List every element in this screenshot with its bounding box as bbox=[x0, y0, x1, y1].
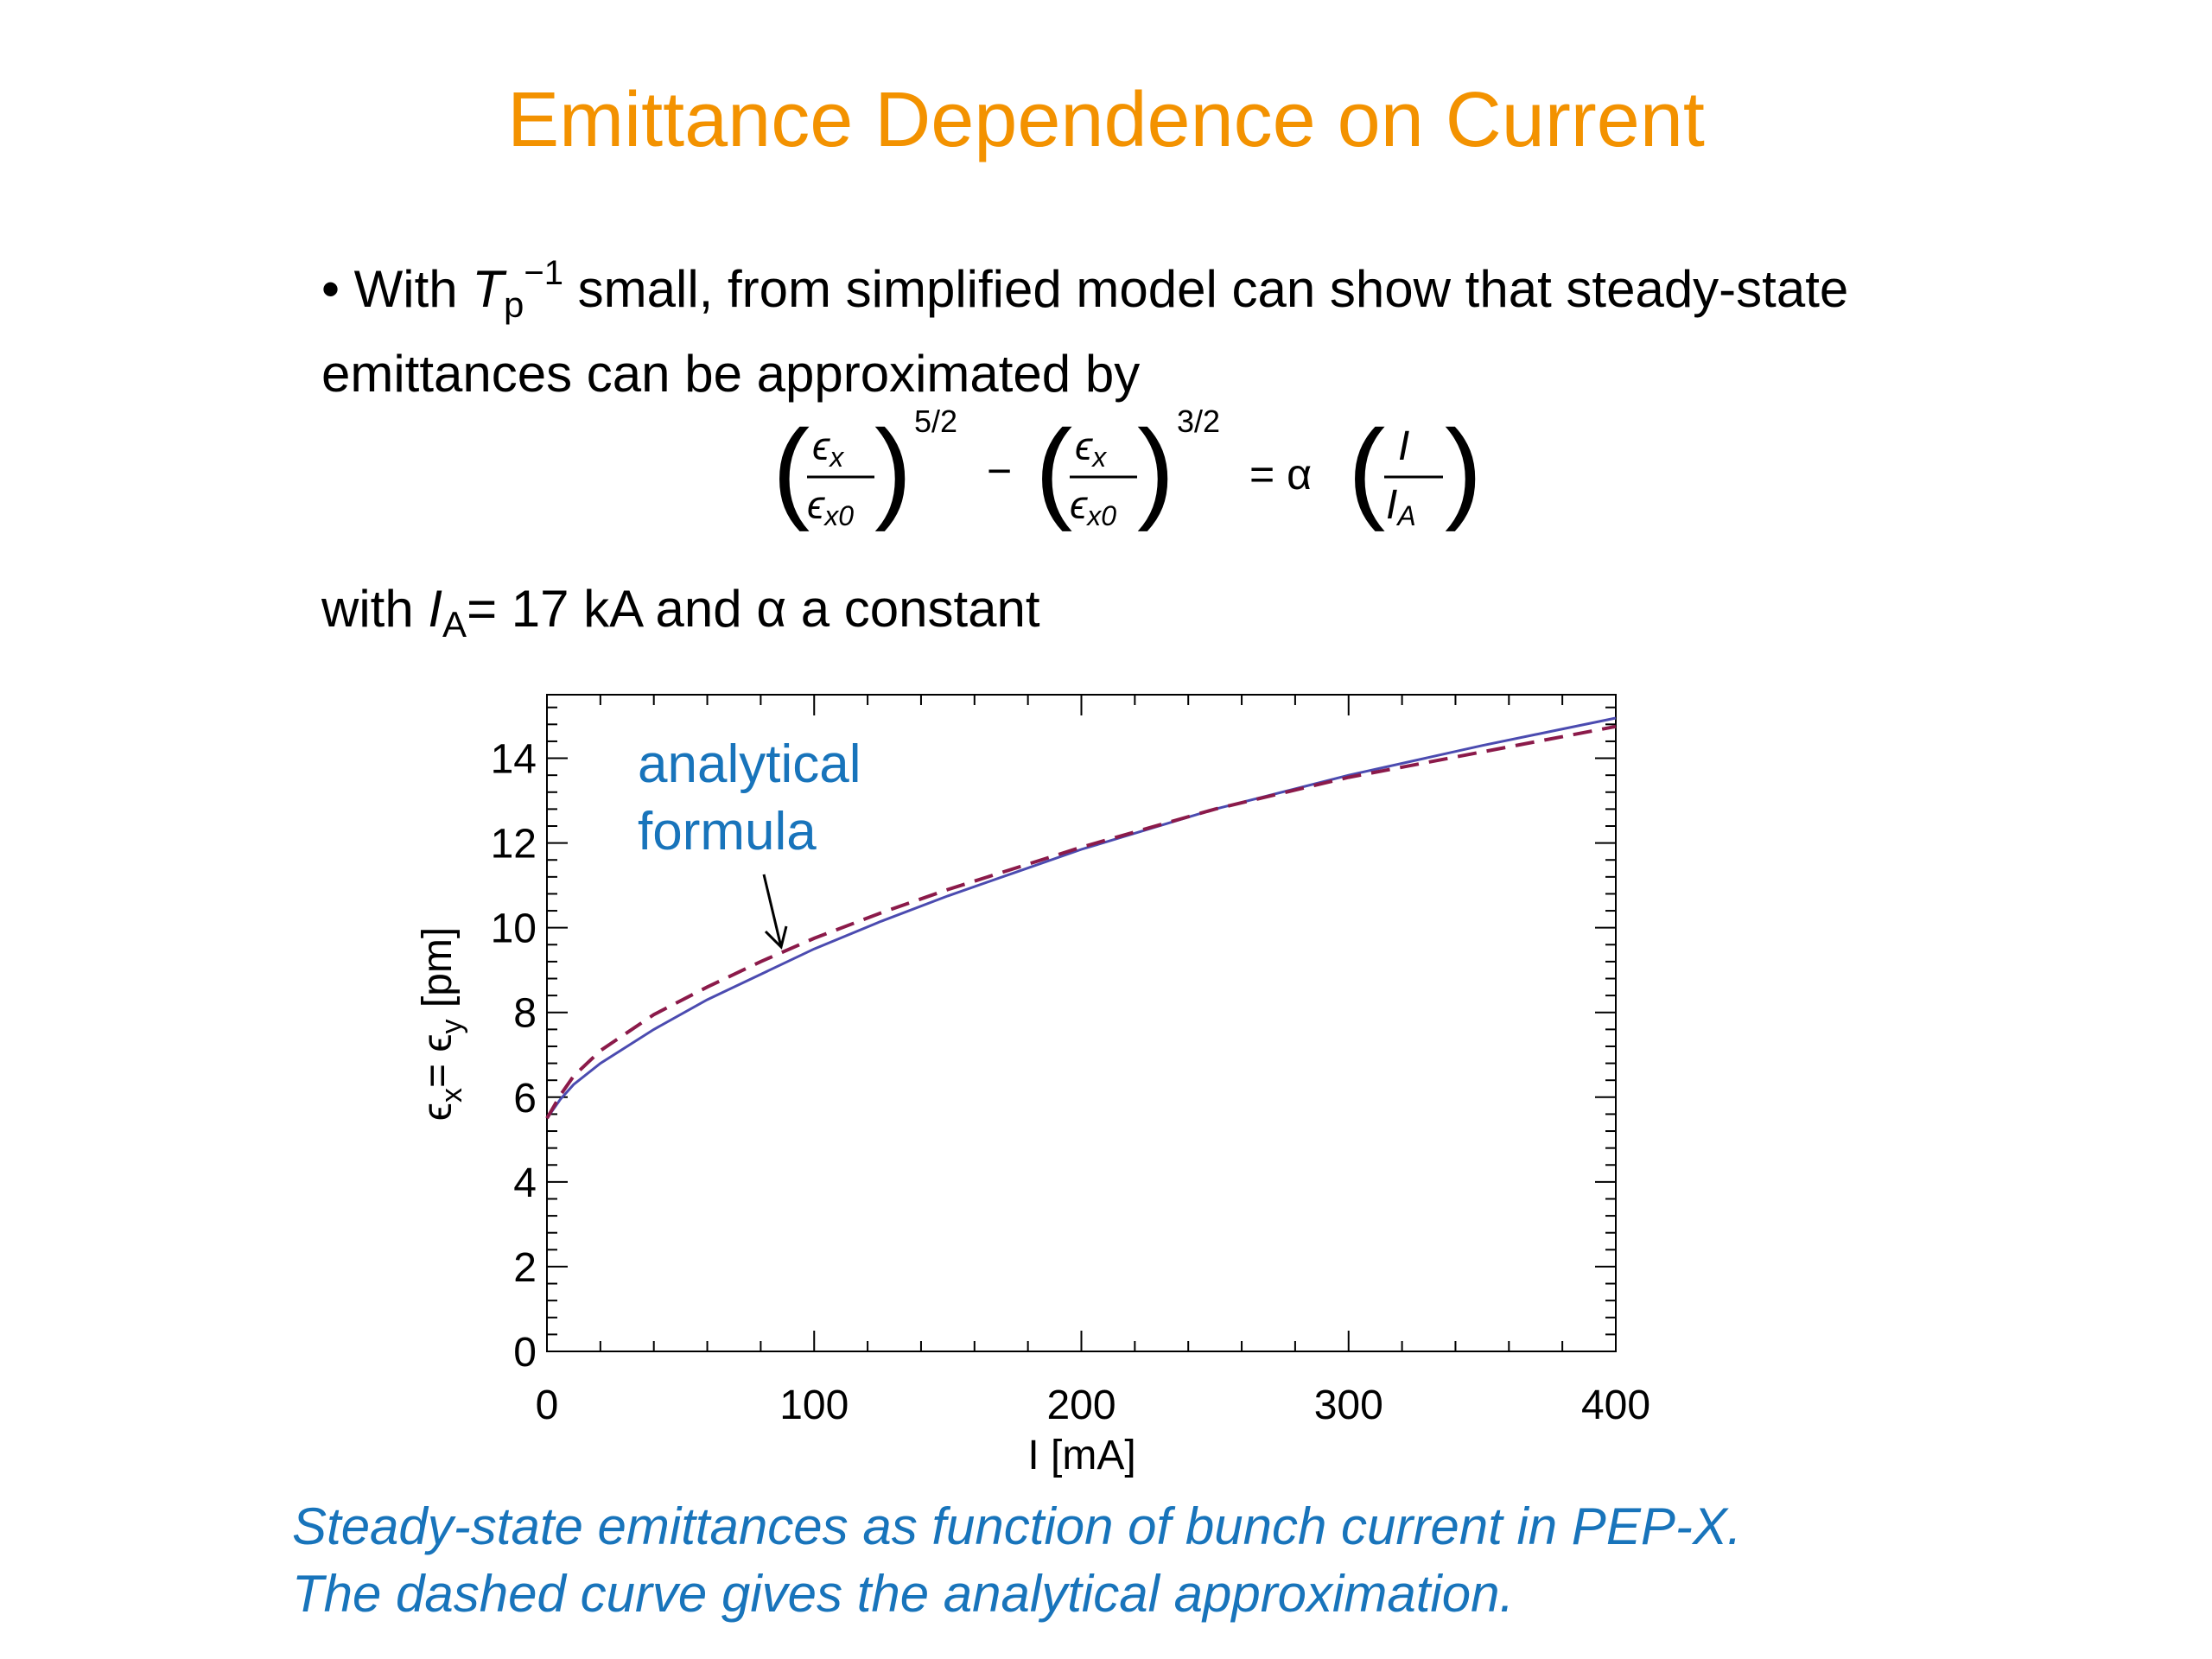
with-line: with IA= 17 kA and α a constant bbox=[321, 575, 1040, 659]
eq-lparen-2: ( bbox=[1035, 406, 1072, 532]
solid-series-line bbox=[545, 716, 1617, 1120]
y-tick-label: 12 bbox=[491, 822, 537, 868]
y-axis-label: ϵx= ϵy [pm] bbox=[415, 927, 468, 1121]
x-tick-label: 400 bbox=[1581, 1382, 1650, 1428]
x-tick-label: 0 bbox=[536, 1382, 559, 1428]
axis-ticks bbox=[546, 695, 1617, 1352]
bullet-body: small, from simplified model can show th… bbox=[321, 260, 1849, 403]
annotation-line-1: analytical bbox=[638, 734, 861, 794]
y-tick-label: 4 bbox=[513, 1160, 537, 1206]
y-tick-label: 8 bbox=[513, 991, 537, 1037]
eq-num2-sub: x bbox=[1090, 442, 1107, 473]
eq-den1-sub: x0 bbox=[823, 500, 854, 531]
with-prefix: with bbox=[321, 580, 429, 638]
eq-den2-sub: x0 bbox=[1085, 500, 1116, 531]
eq-rparen-1: ) bbox=[874, 406, 912, 532]
caption-line-1: Steady-state emittances as function of b… bbox=[292, 1497, 1742, 1555]
eq-rparen-3: ) bbox=[1445, 406, 1482, 532]
bullet-T: T bbox=[472, 260, 505, 318]
figure-caption: Steady-state emittances as function of b… bbox=[292, 1493, 2150, 1628]
with-suffix: = 17 kA and α a constant bbox=[467, 580, 1040, 638]
bullet-prefix: • With bbox=[321, 260, 473, 318]
annotation-line-2: formula bbox=[638, 802, 817, 861]
eq-num1-eps: ϵ bbox=[812, 423, 830, 468]
bullet-text: • With Tp−1 small, from simplified model… bbox=[321, 238, 2006, 409]
eq-den3-sub: A bbox=[1395, 500, 1415, 531]
y-tick-label: 14 bbox=[491, 737, 537, 783]
with-I-sub: A bbox=[442, 604, 467, 645]
eq-num2-eps: ϵ bbox=[1075, 423, 1093, 468]
svg-text:ϵx0: ϵx0 bbox=[1070, 482, 1116, 531]
with-I: I bbox=[428, 580, 443, 638]
annotation-arrow bbox=[762, 874, 788, 950]
caption-line-2: The dashed curve gives the analytical ap… bbox=[292, 1565, 1515, 1623]
svg-text:ϵx: ϵx bbox=[1075, 423, 1107, 473]
eq-den3-I: I bbox=[1386, 482, 1397, 528]
equation: ( ϵx ϵx0 ) 5/2 − ( ϵx ϵx0 ) 3/2 = α ( I … bbox=[772, 406, 1482, 532]
x-tick-label: 100 bbox=[779, 1382, 849, 1428]
bullet-T-sub: p bbox=[504, 284, 524, 325]
y-tick-label: 10 bbox=[491, 906, 537, 952]
y-tick-label: 0 bbox=[513, 1330, 537, 1376]
y-tick-label: 6 bbox=[513, 1076, 537, 1122]
x-tick-label: 300 bbox=[1314, 1382, 1383, 1428]
eq-rparen-2: ) bbox=[1137, 406, 1174, 532]
eq-num1-sub: x bbox=[828, 442, 844, 473]
svg-text:ϵx0: ϵx0 bbox=[807, 482, 854, 531]
eq-exp-2: 3/2 bbox=[1177, 406, 1220, 439]
svg-text:ϵx: ϵx bbox=[812, 423, 844, 473]
series-layer bbox=[545, 716, 1617, 1120]
x-axis-label: I [mA] bbox=[1027, 1433, 1135, 1478]
eq-minus: − bbox=[987, 447, 1012, 495]
eq-den1-eps: ϵ bbox=[807, 482, 825, 527]
dashed-series-line bbox=[545, 724, 1617, 1120]
tick-labels: 0 100 200 300 400 0 2 4 6 8 10 12 14 bbox=[491, 737, 1650, 1428]
eq-den2-eps: ϵ bbox=[1070, 482, 1088, 527]
bullet-T-sup: −1 bbox=[524, 254, 563, 292]
eq-equals-alpha: = α bbox=[1249, 450, 1312, 499]
x-tick-label: 200 bbox=[1046, 1382, 1116, 1428]
y-tick-label: 2 bbox=[513, 1245, 537, 1291]
eq-lparen-3: ( bbox=[1348, 406, 1385, 532]
eq-exp-1: 5/2 bbox=[914, 406, 957, 439]
svg-text:IA: IA bbox=[1386, 482, 1416, 531]
eq-lparen-1: ( bbox=[772, 406, 810, 532]
slide-title: Emittance Dependence on Current bbox=[507, 77, 1705, 163]
eq-num3: I bbox=[1398, 423, 1409, 469]
